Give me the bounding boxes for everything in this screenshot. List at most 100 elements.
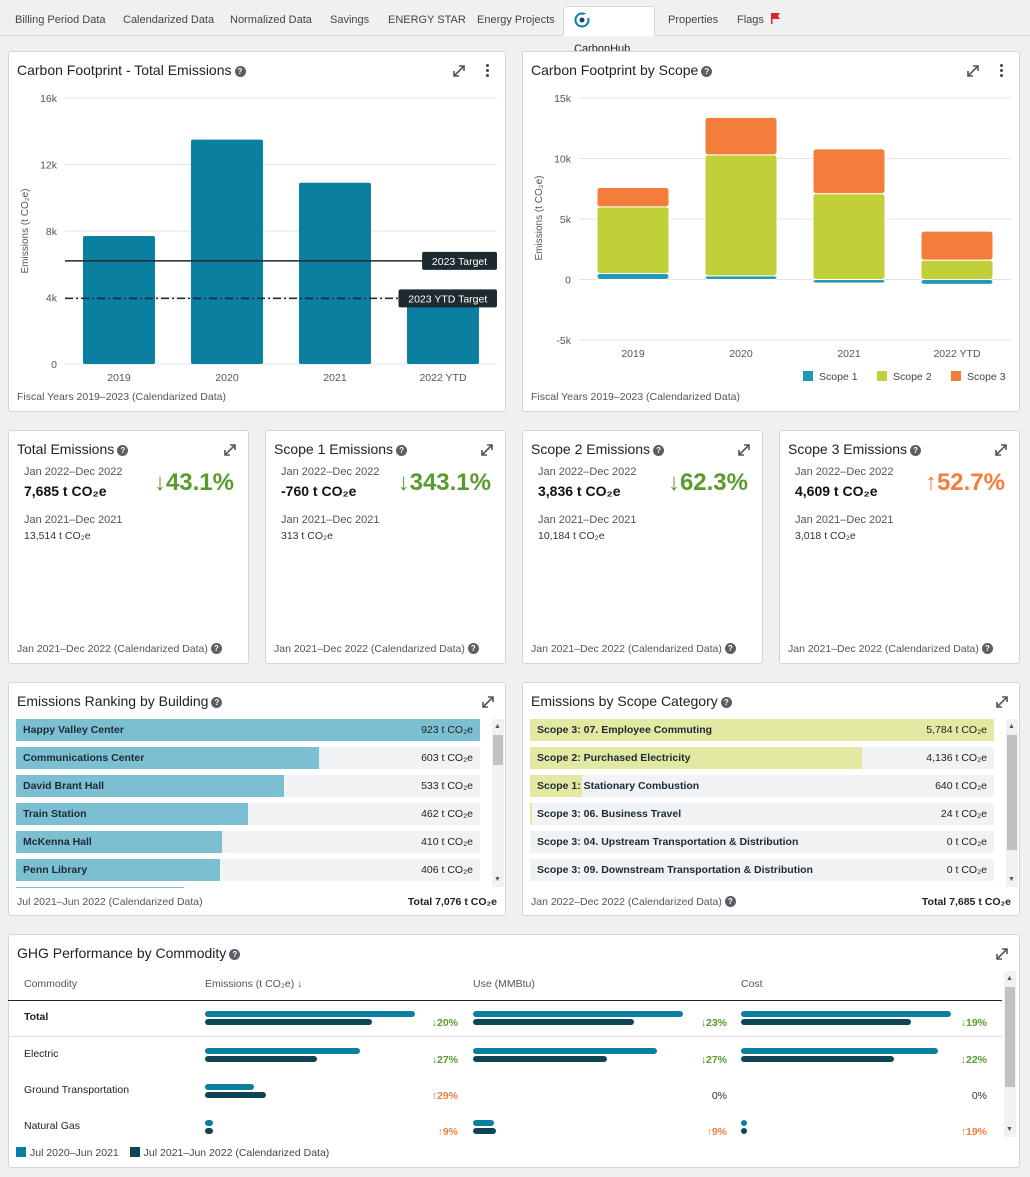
help-icon[interactable]: ? xyxy=(229,949,241,960)
prior-period-bar[interactable] xyxy=(473,1120,494,1126)
building-ranking-row[interactable]: Train Station 462 t CO₂e xyxy=(16,803,480,825)
tab-energy-projects[interactable]: Energy Projects xyxy=(477,14,555,26)
prior-period-bar[interactable] xyxy=(205,1048,360,1054)
help-icon[interactable]: ? xyxy=(211,697,223,708)
current-period-bar[interactable] xyxy=(205,1019,372,1025)
scrollbar[interactable]: ▲ ▼ xyxy=(492,719,504,887)
scrollbar-thumb[interactable] xyxy=(1007,735,1017,850)
current-period-bar[interactable] xyxy=(741,1056,894,1062)
prior-period-bar[interactable] xyxy=(741,1120,747,1126)
scope-category-row[interactable]: Scope 3: 04. Upstream Transportation & D… xyxy=(530,831,994,853)
bar-segment-scope-1[interactable] xyxy=(812,279,886,284)
scope-category-row[interactable]: Scope 3: 06. Business Travel 24 t CO₂e xyxy=(530,803,994,825)
current-period-bar[interactable] xyxy=(205,1128,213,1134)
current-period-bar[interactable] xyxy=(205,1092,266,1098)
expand-icon[interactable] xyxy=(966,64,980,78)
expand-icon[interactable] xyxy=(737,443,751,457)
scrollbar-thumb[interactable] xyxy=(1005,987,1015,1087)
expand-icon[interactable] xyxy=(995,695,1009,709)
help-icon[interactable]: ? xyxy=(653,445,665,456)
building-ranking-list[interactable]: Happy Valley Center 923 t CO₂e Communica… xyxy=(9,683,491,888)
tab-savings[interactable]: Savings xyxy=(330,14,370,26)
expand-icon[interactable] xyxy=(452,64,466,78)
more-menu-icon[interactable] xyxy=(486,64,490,78)
prior-period-bar[interactable] xyxy=(741,1048,938,1054)
scope-category-row[interactable]: Scope 2: Purchased Electricity 4,136 t C… xyxy=(530,747,994,769)
scroll-down-icon[interactable]: ▼ xyxy=(1006,1126,1013,1133)
current-period-bar[interactable] xyxy=(741,1019,911,1025)
building-ranking-row[interactable]: Penn Library 406 t CO₂e xyxy=(16,859,480,881)
tab-energy-star[interactable]: ENERGY STAR xyxy=(388,14,466,26)
tab-carbonhub[interactable]: CarbonHub xyxy=(563,6,655,55)
building-ranking-row[interactable]: McKenna Hall 410 t CO₂e xyxy=(16,831,480,853)
bar-segment-scope-3[interactable] xyxy=(812,148,886,195)
help-icon[interactable]: ? xyxy=(210,643,222,654)
scroll-down-icon[interactable]: ▼ xyxy=(494,876,501,883)
current-period-bar[interactable] xyxy=(473,1019,634,1025)
prior-period-bar[interactable] xyxy=(741,1011,951,1017)
prior-period-bar[interactable] xyxy=(205,1120,213,1126)
building-ranking-row[interactable]: Happy Valley Center 923 t CO₂e xyxy=(16,719,480,741)
current-period-bar[interactable] xyxy=(205,1056,317,1062)
prior-period-bar[interactable] xyxy=(473,1011,683,1017)
current-period-bar[interactable] xyxy=(473,1128,496,1134)
expand-icon[interactable] xyxy=(994,443,1008,457)
scroll-up-icon[interactable]: ▲ xyxy=(1006,975,1013,982)
help-icon[interactable]: ? xyxy=(724,896,736,907)
bar-segment-scope-2[interactable] xyxy=(596,206,670,274)
scrollbar[interactable]: ▲ ▼ xyxy=(1006,719,1018,887)
prior-period-bar[interactable] xyxy=(205,1011,415,1017)
help-icon[interactable]: ? xyxy=(234,66,246,77)
scroll-down-icon[interactable]: ▼ xyxy=(1008,876,1015,883)
tab-normalized-data[interactable]: Normalized Data xyxy=(230,14,312,26)
building-ranking-row[interactable]: David Brant Hall 533 t CO₂e xyxy=(16,775,480,797)
tab-billing-period-data[interactable]: Billing Period Data xyxy=(15,14,106,26)
current-period-bar[interactable] xyxy=(473,1056,607,1062)
bar[interactable] xyxy=(83,235,155,364)
scrollbar[interactable]: ▲ ▼ xyxy=(1004,971,1016,1137)
scope-category-row[interactable]: Scope 3: 09. Downstream Transportation &… xyxy=(530,859,994,881)
prior-period-bar[interactable] xyxy=(205,1084,254,1090)
bar-segment-scope-1[interactable] xyxy=(920,279,994,285)
help-icon[interactable]: ? xyxy=(467,643,479,654)
bar-segment-scope-2[interactable] xyxy=(812,193,886,280)
bar-segment-scope-2[interactable] xyxy=(920,259,994,280)
bar-segment-scope-3[interactable] xyxy=(920,230,994,261)
prior-period-bar[interactable] xyxy=(473,1048,657,1054)
current-period-bar[interactable] xyxy=(741,1128,747,1134)
scroll-up-icon[interactable]: ▲ xyxy=(494,723,501,730)
column-header[interactable]: Emissions (t CO₂e) ↓ xyxy=(205,978,303,990)
scope-category-list[interactable]: Scope 3: 07. Employee Commuting 5,784 t … xyxy=(523,683,1005,888)
column-header[interactable]: Commodity xyxy=(24,978,78,990)
help-icon[interactable]: ? xyxy=(701,66,713,77)
more-menu-icon[interactable] xyxy=(1000,64,1004,78)
scope-category-row[interactable]: Scope 1: Stationary Combustion 640 t CO₂… xyxy=(530,775,994,797)
help-icon[interactable]: ? xyxy=(117,445,129,456)
help-icon[interactable]: ? xyxy=(724,643,736,654)
bar-segment-scope-1[interactable] xyxy=(596,272,670,280)
help-icon[interactable]: ? xyxy=(981,643,993,654)
scope-category-row[interactable]: Scope 3: 07. Employee Commuting 5,784 t … xyxy=(530,719,994,741)
expand-icon[interactable] xyxy=(480,443,494,457)
tab-properties[interactable]: Properties xyxy=(668,14,719,26)
tab-flags[interactable]: Flags xyxy=(730,6,788,36)
building-ranking-row[interactable]: Communications Center 603 t CO₂e xyxy=(16,747,480,769)
bar-segment-scope-3[interactable] xyxy=(704,116,778,156)
help-icon[interactable]: ? xyxy=(720,697,732,708)
column-header[interactable]: Use (MMBtu) xyxy=(473,978,535,990)
bar[interactable] xyxy=(299,182,371,364)
expand-icon[interactable] xyxy=(223,443,237,457)
bar[interactable] xyxy=(407,299,479,364)
tab-calendarized-data[interactable]: Calendarized Data xyxy=(123,14,215,26)
bar[interactable] xyxy=(191,139,263,364)
bar-segment-scope-3[interactable] xyxy=(596,187,670,208)
scrollbar-thumb[interactable] xyxy=(493,735,503,765)
column-header[interactable]: Cost xyxy=(741,978,763,990)
expand-icon[interactable] xyxy=(995,947,1009,961)
scroll-up-icon[interactable]: ▲ xyxy=(1008,723,1015,730)
bar-segment-scope-2[interactable] xyxy=(704,154,778,277)
help-icon[interactable]: ? xyxy=(910,445,922,456)
bar-segment-scope-1[interactable] xyxy=(704,275,778,280)
expand-icon[interactable] xyxy=(481,695,495,709)
help-icon[interactable]: ? xyxy=(396,445,408,456)
